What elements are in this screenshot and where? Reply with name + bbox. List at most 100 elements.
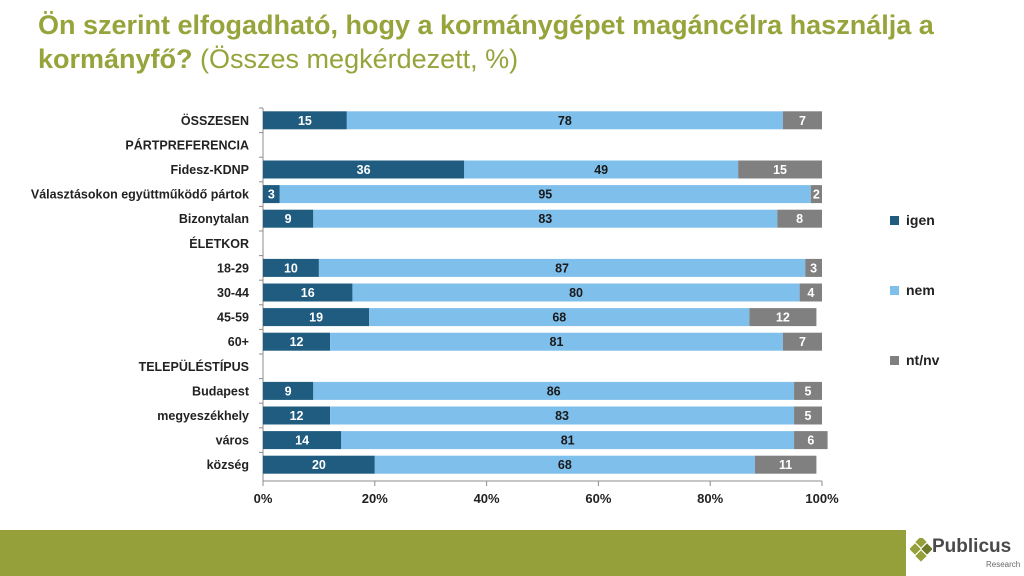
bar-nem: [313, 209, 778, 228]
data-label: 7: [799, 114, 806, 128]
data-label: 15: [773, 163, 787, 177]
bar-igen: [263, 455, 375, 474]
data-label: 14: [295, 434, 309, 448]
bar-ntnv: [805, 258, 822, 277]
data-label: 5: [805, 384, 812, 398]
legend-label: nem: [906, 282, 935, 298]
x-tick-label: 80%: [697, 491, 723, 506]
stacked-bar-chart: 0% 20% 40% 60% 80% 100%ÖSSZESEN 15 78 7PÁRTPREFE…: [31, 107, 940, 506]
x-tick-label: 60%: [585, 491, 611, 506]
category-label: ÉLETKOR: [189, 236, 249, 251]
data-label: 78: [558, 114, 572, 128]
bar-ntnv: [794, 431, 828, 450]
bar-igen: [263, 283, 353, 302]
data-label: 6: [807, 434, 814, 448]
data-label: 86: [547, 384, 561, 398]
bar-igen: [263, 209, 314, 228]
bar-nem: [313, 381, 795, 400]
category-label: 45-59: [217, 311, 249, 325]
bar-igen: [263, 308, 370, 327]
bar-nem: [330, 332, 783, 351]
publicus-mark-icon: [910, 538, 932, 562]
category-label: 18-29: [217, 261, 249, 275]
legend-swatch: [890, 286, 899, 295]
bar-ntnv: [754, 455, 817, 474]
data-label: 49: [594, 163, 608, 177]
bar-nem: [318, 258, 806, 277]
bar-ntnv: [738, 160, 822, 179]
logo-sub: Research: [986, 560, 1021, 569]
data-label: 15: [298, 114, 312, 128]
bar-igen: [263, 406, 331, 425]
category-label: község: [207, 458, 249, 472]
x-tick-label: 0%: [254, 491, 273, 506]
title-subtitle: (Összes megkérdezett, %): [200, 44, 519, 74]
bar-ntnv: [799, 283, 822, 302]
data-label: 3: [268, 188, 275, 202]
bar-nem: [330, 406, 795, 425]
data-label: 68: [552, 311, 566, 325]
logo-name: Publicus: [932, 536, 1012, 557]
title-question: Ön szerint elfogadható, hogy a kormánygé…: [38, 10, 934, 74]
bar-igen: [263, 431, 342, 450]
category-label: 30-44: [217, 286, 249, 300]
data-label: 9: [285, 384, 292, 398]
category-label: TELEPÜLÉSTÍPUS: [139, 359, 249, 374]
bar-nem: [369, 308, 750, 327]
data-label: 83: [538, 212, 552, 226]
category-label: PÁRTPREFERENCIA: [125, 137, 249, 152]
x-tick-label: 100%: [805, 491, 839, 506]
data-label: 87: [555, 261, 569, 275]
data-label: 16: [301, 286, 315, 300]
bar-ntnv: [782, 332, 822, 351]
category-label: Választásokon együttműködő pártok: [31, 188, 249, 202]
bar-nem: [464, 160, 739, 179]
footer-bar: [0, 530, 1024, 576]
bar-igen: [263, 381, 314, 400]
data-label: 68: [558, 458, 572, 472]
category-label: Bizonytalan: [179, 212, 249, 226]
data-label: 8: [796, 212, 803, 226]
category-label: megyeszékhely: [157, 409, 249, 423]
data-label: 4: [807, 286, 814, 300]
data-label: 3: [810, 261, 817, 275]
legend-swatch: [890, 356, 899, 365]
bar-igen: [263, 332, 331, 351]
category-label: 60+: [228, 335, 249, 349]
x-tick-label: 20%: [362, 491, 388, 506]
data-label: 95: [538, 188, 552, 202]
data-label: 20: [312, 458, 326, 472]
data-label: 11: [779, 458, 792, 472]
data-label: 36: [357, 163, 371, 177]
data-label: 83: [555, 409, 569, 423]
bar-igen: [263, 185, 280, 204]
bar-nem: [374, 455, 755, 474]
data-label: 80: [569, 286, 583, 300]
category-label: Fidesz-KDNP: [171, 163, 249, 177]
bar-nem: [352, 283, 800, 302]
bar-igen: [263, 258, 319, 277]
bar-ntnv: [794, 406, 822, 425]
category-label: város: [216, 434, 249, 448]
bar-ntnv: [782, 111, 822, 130]
data-label: 81: [561, 434, 575, 448]
bar-ntnv: [777, 209, 822, 228]
data-label: 12: [290, 409, 304, 423]
data-label: 2: [813, 188, 820, 202]
publicus-logo: Publicus Research: [906, 530, 1024, 576]
category-label: Budapest: [192, 384, 250, 398]
data-label: 81: [550, 335, 564, 349]
bar-igen: [263, 111, 347, 130]
legend-label: igen: [906, 212, 935, 228]
data-label: 10: [284, 261, 298, 275]
bar-igen: [263, 160, 465, 179]
x-tick-label: 40%: [474, 491, 500, 506]
data-label: 12: [290, 335, 304, 349]
data-label: 7: [799, 335, 806, 349]
data-label: 5: [805, 409, 812, 423]
bar-nem: [346, 111, 783, 130]
bar-nem: [279, 185, 811, 204]
chart-title: Ön szerint elfogadható, hogy a kormánygé…: [38, 8, 938, 76]
bar-ntnv: [794, 381, 822, 400]
data-label: 19: [309, 311, 323, 325]
